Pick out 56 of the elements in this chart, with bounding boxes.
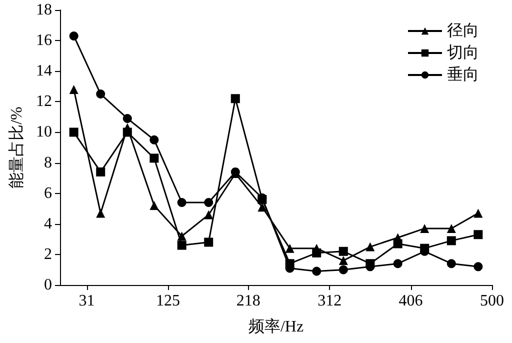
point [122, 114, 132, 123]
x-tick-label: 218 [236, 292, 260, 310]
y-tick-label: 2 [44, 246, 52, 263]
legend-label: 径向 [447, 22, 479, 40]
point [474, 208, 483, 218]
y-axis-title: 能量占比/% [8, 106, 26, 188]
point [204, 198, 214, 207]
y-tick-label: 8 [44, 154, 52, 172]
y-tick-label: 0 [44, 276, 52, 294]
point [285, 244, 294, 253]
y-tick-label: 10 [36, 124, 52, 141]
legend-label: 垂向 [447, 66, 479, 84]
point [69, 128, 78, 137]
point [96, 167, 106, 176]
point [69, 84, 78, 94]
legend-label: 切向 [447, 44, 479, 62]
y-tick-label: 6 [44, 184, 52, 202]
y-tick-label: 12 [36, 93, 52, 110]
x-tick-label: 500 [480, 292, 504, 310]
x-tick-label: 31 [78, 292, 95, 310]
y-tick-label: 16 [36, 32, 52, 50]
point [393, 259, 402, 268]
y-tick-label: 4 [44, 215, 52, 232]
point [474, 262, 483, 272]
point [177, 240, 186, 250]
point [150, 154, 159, 163]
point [230, 94, 240, 104]
point [204, 238, 214, 247]
point [258, 202, 267, 212]
point [150, 135, 159, 144]
point [96, 208, 106, 218]
point [366, 242, 375, 252]
point [338, 265, 348, 274]
point [446, 259, 456, 268]
y-tick-label: 18 [36, 2, 52, 18]
point [338, 256, 348, 266]
point [474, 230, 483, 240]
point [69, 31, 78, 40]
point [177, 232, 186, 241]
x-tick-label: 125 [156, 292, 180, 310]
point [312, 248, 322, 258]
x-tick-label: 312 [318, 292, 342, 310]
x-axis-title: 频率/Hz [248, 318, 304, 336]
point [177, 198, 186, 207]
point [446, 236, 456, 246]
point [420, 224, 430, 233]
point [150, 201, 159, 210]
x-tick-label: 406 [398, 292, 423, 310]
point [122, 128, 132, 137]
y-tick-label: 14 [36, 62, 52, 80]
point [393, 239, 402, 248]
point [446, 224, 456, 233]
point [204, 210, 214, 220]
point [338, 246, 348, 256]
point [96, 90, 106, 99]
point [312, 266, 322, 276]
